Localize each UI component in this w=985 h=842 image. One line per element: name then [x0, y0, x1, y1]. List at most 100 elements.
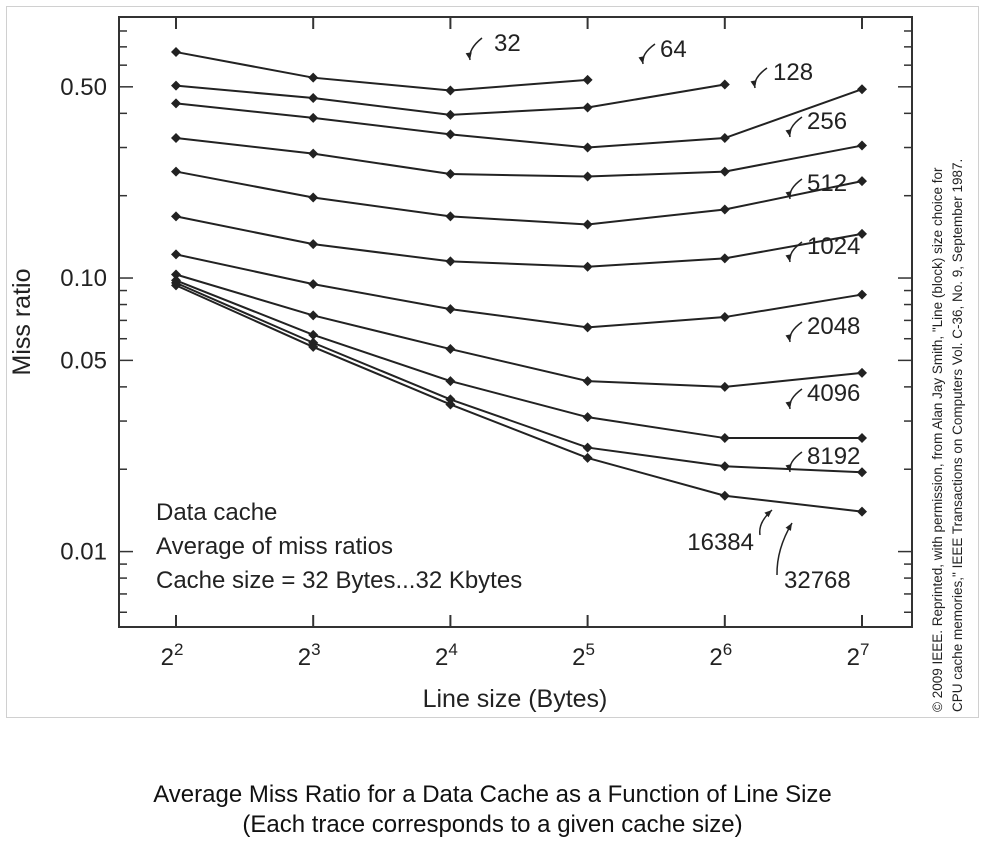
data-point-256 [582, 171, 593, 182]
data-point-512 [719, 204, 730, 215]
series-arrowhead-32768 [785, 523, 792, 531]
y-tick-label: 0.50 [60, 74, 107, 101]
series-line-256 [175, 137, 863, 178]
figure-caption: Average Miss Ratio for a Data Cache as a… [0, 780, 985, 840]
x-tick-label: 27 [847, 640, 870, 671]
figure-frame [6, 6, 979, 718]
y-tick-label: 0.05 [60, 347, 107, 374]
data-point-256 [445, 169, 456, 180]
series-arrow-2048 [789, 321, 803, 343]
data-point-2048 [308, 279, 319, 290]
series-line-8192 [175, 279, 862, 440]
data-point-32 [171, 47, 181, 58]
caption-line-2: (Each trace corresponds to a given cache… [242, 811, 743, 838]
series-arrowhead-2048 [785, 334, 792, 342]
data-point-1024 [719, 253, 730, 264]
series-arrow-128 [754, 67, 768, 89]
data-point-1024 [171, 211, 181, 222]
data-point-1024 [308, 239, 319, 250]
miss-ratio-chart: 32 6412825651210242048409681921638432768 … [8, 16, 965, 713]
data-point-128 [171, 98, 181, 109]
data-point-64 [308, 93, 319, 104]
data-point-32768 [582, 452, 593, 463]
data-point-512 [445, 211, 456, 222]
series-lines [175, 51, 863, 513]
x-tick-label: 24 [435, 640, 458, 671]
series-arrowhead-512 [785, 191, 792, 199]
series-label-16384: 16384 [687, 529, 754, 556]
data-point-512 [582, 219, 593, 230]
series-arrowhead-256 [785, 129, 792, 137]
data-point-512 [171, 166, 181, 177]
data-point-8192 [445, 376, 456, 387]
x-tick-label: 23 [298, 640, 321, 671]
plot-frame [118, 16, 913, 628]
series-arrow-32 [469, 37, 483, 61]
series-arrowhead-64 [638, 56, 645, 64]
y-axis-title: Miss ratio [8, 269, 36, 376]
data-point-1024 [582, 261, 593, 272]
data-point-8192 [582, 412, 593, 423]
series-labels: 32 64 128 256 512 1024 2048 4096 8192 16384 32768 [465, 30, 860, 594]
data-point-128 [582, 142, 593, 153]
data-point-2048 [719, 312, 730, 323]
series-line-512 [175, 170, 863, 226]
data-point-2048 [582, 322, 593, 333]
y-tick-label: 0.01 [60, 539, 107, 566]
y-tick-label: 0.10 [60, 265, 107, 292]
data-point-64 [171, 80, 181, 91]
data-point-32768 [857, 506, 867, 517]
annotation-data-cache: Data cache [156, 499, 277, 526]
data-point-2048 [171, 249, 181, 260]
data-point-16384 [445, 394, 456, 405]
series-arrowhead-8192 [785, 464, 792, 472]
series-arrowhead-128 [750, 80, 757, 88]
x-axis-title: Line size (Bytes) [423, 685, 608, 713]
data-point-256 [719, 166, 730, 177]
data-point-1024 [445, 256, 456, 267]
data-point-256 [308, 148, 319, 159]
annotation-cache-size: Cache size = 32 Bytes...32 Kbytes [156, 567, 522, 594]
copyright-credit-line-1: © 2009 IEEE. Reprinted, with permission,… [930, 167, 945, 712]
copyright-credit-line-2: CPU cache memories," IEEE Transactions o… [950, 159, 965, 712]
data-point-8192 [719, 433, 730, 444]
data-point-32768 [445, 399, 456, 410]
data-point-512 [857, 176, 867, 187]
series-label-64: 64 [660, 36, 687, 63]
data-point-128 [308, 112, 319, 123]
series-label-32768: 32768 [784, 567, 851, 594]
x-tick-labels: 22 23 24 25 26 27 [161, 640, 870, 671]
data-point-4096 [582, 376, 593, 387]
data-point-4096 [308, 310, 319, 321]
series-line-2048 [175, 253, 863, 329]
data-point-256 [171, 133, 181, 144]
x-tick-label: 25 [572, 640, 595, 671]
series-line-1024 [175, 215, 863, 268]
data-point-1024 [857, 228, 867, 239]
data-point-2048 [857, 289, 867, 300]
data-point-64 [445, 109, 456, 120]
series-line-32768 [175, 284, 863, 513]
data-point-128 [857, 84, 867, 95]
data-point-64 [582, 102, 593, 113]
series-arrow-4096 [789, 388, 803, 410]
data-point-2048 [445, 304, 456, 315]
series-label-2048: 2048 [807, 313, 860, 340]
series-label-1024: 1024 [807, 233, 860, 260]
annotation-average: Average of miss ratios [156, 533, 393, 560]
series-label-4096: 4096 [807, 380, 860, 407]
y-tick-labels: 0.01 0.05 0.10 0.50 [60, 74, 107, 566]
data-point-32 [445, 85, 456, 96]
series-line-32 [175, 51, 588, 92]
series-label-512: 512 [807, 170, 847, 197]
data-point-16384 [582, 442, 593, 453]
series-arrowhead-1024 [785, 254, 792, 262]
data-point-512 [308, 192, 319, 203]
data-point-256 [857, 140, 867, 151]
data-point-16384 [857, 467, 867, 478]
series-arrowhead-4096 [785, 401, 792, 409]
data-point-8192 [308, 329, 319, 340]
series-arrow-64 [642, 43, 656, 65]
data-point-32 [308, 72, 319, 83]
data-point-32768 [719, 490, 730, 501]
